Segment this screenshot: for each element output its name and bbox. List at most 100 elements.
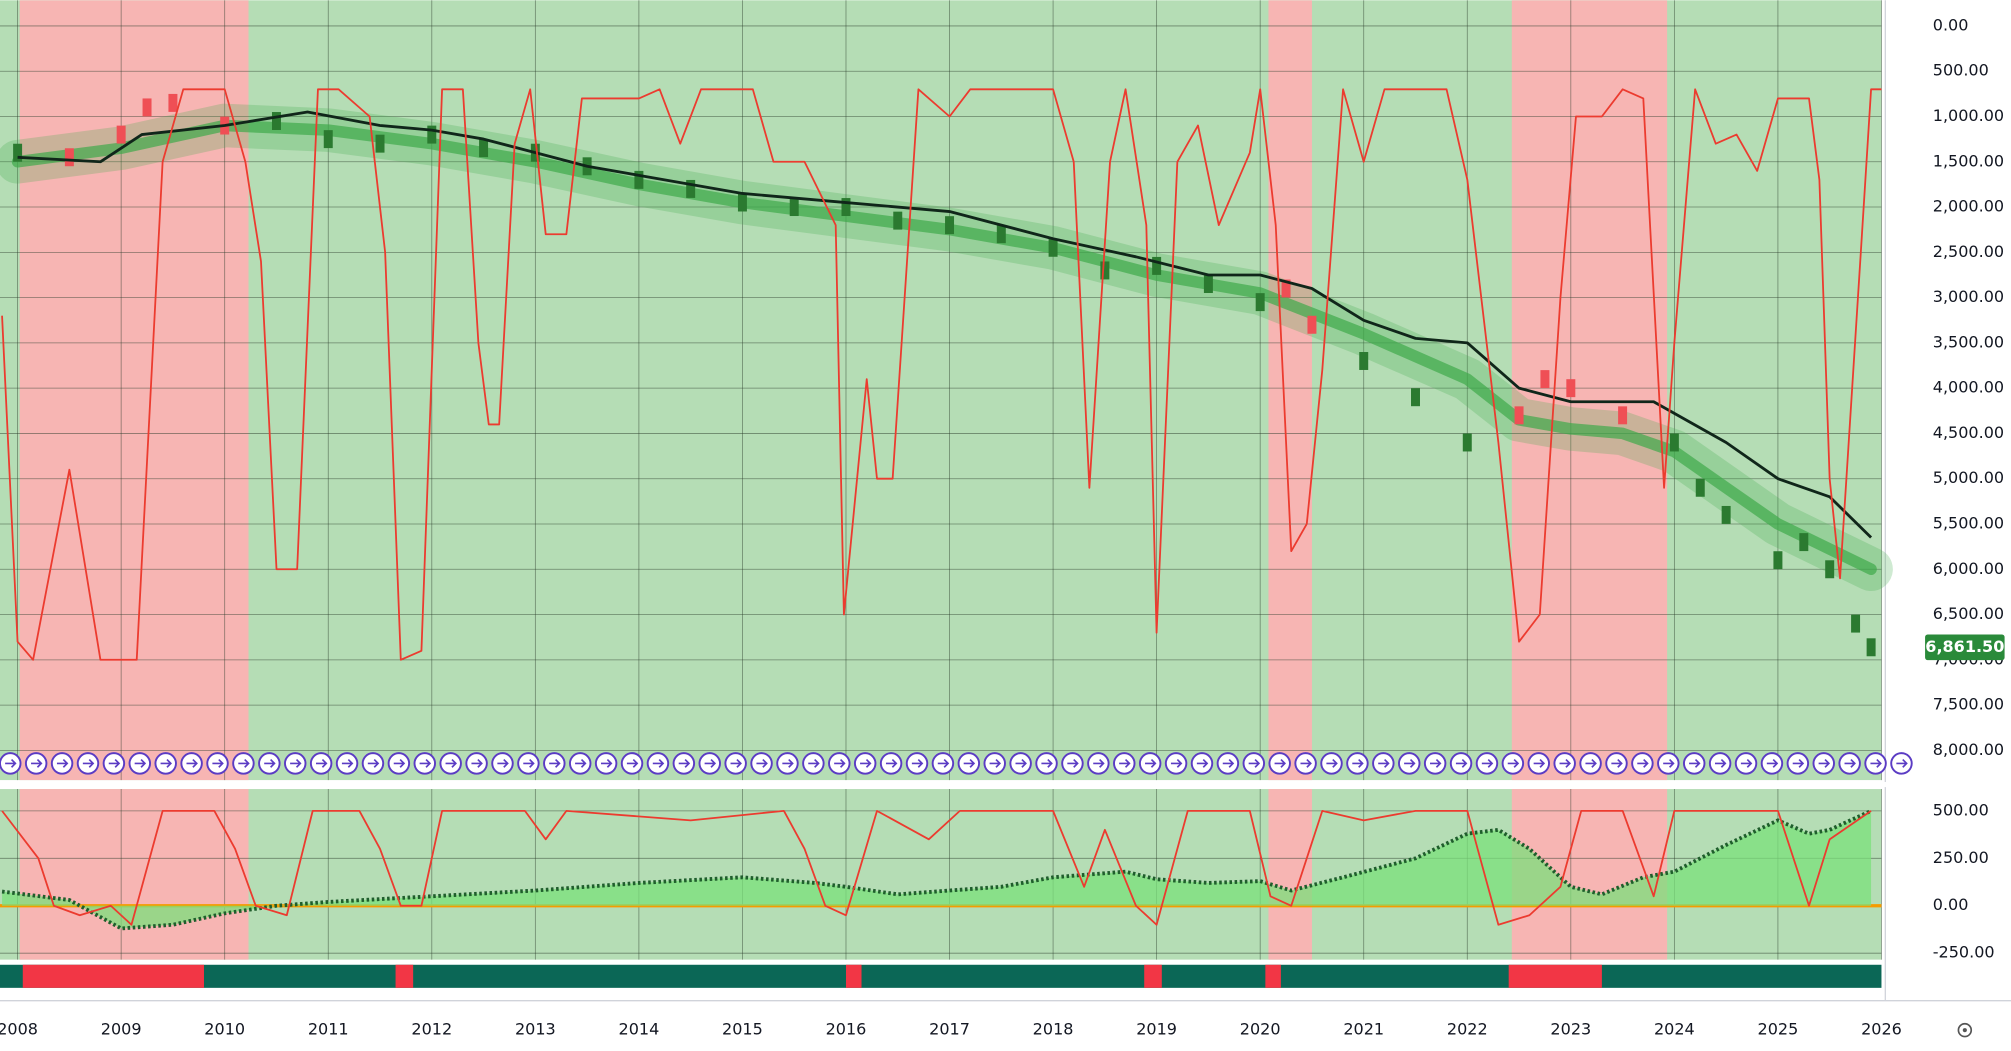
candle — [1411, 388, 1420, 407]
event-arrow — [626, 758, 639, 768]
event-arrow — [756, 758, 768, 768]
y-tick-label: 3,500.00 — [1933, 332, 2004, 351]
event-arrow — [1663, 758, 1675, 768]
event-arrow — [678, 758, 691, 768]
candle — [1281, 279, 1291, 298]
y-tick-label: 6,000.00 — [1933, 559, 2004, 578]
event-arrow — [989, 758, 1002, 768]
shaded-region — [1268, 0, 1312, 781]
event-arrow — [1222, 758, 1235, 768]
candle — [1695, 478, 1705, 497]
signal-strip — [0, 964, 1882, 988]
candle — [116, 125, 126, 144]
candle — [1255, 293, 1265, 312]
event-arrow — [1015, 758, 1027, 768]
event-arrow — [264, 758, 276, 768]
y-tick-label: 0.00 — [1933, 15, 1969, 34]
x-tick-label: 2017 — [929, 1020, 970, 1039]
candle — [1618, 406, 1628, 425]
line — [1, 809, 1872, 926]
event-arrow — [1430, 758, 1442, 768]
event-arrow — [834, 758, 846, 768]
y-tick-label: 1,500.00 — [1933, 151, 2004, 170]
candle — [1825, 560, 1835, 579]
event-arrow — [1067, 758, 1079, 768]
x-tick-label: 2025 — [1758, 1020, 1799, 1039]
event-arrow — [82, 758, 95, 768]
event-arrow — [1119, 758, 1131, 768]
event-arrow — [134, 758, 147, 768]
event-arrow — [1740, 758, 1753, 768]
candle — [13, 143, 23, 162]
x-tick-label: 2020 — [1240, 1020, 1281, 1039]
x-tick-label: 2019 — [1136, 1020, 1177, 1039]
event-arrow — [56, 758, 69, 768]
price-tag — [1925, 634, 2005, 661]
event-arrow — [549, 758, 561, 768]
candle — [893, 211, 903, 230]
signal-period — [1508, 964, 1602, 988]
area — [2, 810, 1872, 929]
event-arrow — [160, 758, 173, 768]
y-tick-label: 5,000.00 — [1933, 468, 2004, 487]
event-arrow — [445, 758, 457, 768]
event-arrow — [238, 758, 250, 768]
signal-period — [1265, 964, 1281, 988]
event-arrow — [1844, 758, 1856, 768]
event-arrow — [1248, 758, 1261, 768]
x-tick-label: 2013 — [515, 1020, 556, 1039]
event-arrow — [367, 758, 380, 768]
event-arrow — [1714, 758, 1727, 768]
shaded-region — [1268, 789, 1312, 960]
event-arrow — [1378, 758, 1390, 768]
candle — [1307, 315, 1317, 334]
x-tick-label: 2026 — [1861, 1020, 1902, 1039]
event-arrow — [523, 758, 535, 768]
y-tick-label: 7,500.00 — [1933, 695, 2004, 714]
x-tick-label: 2014 — [619, 1020, 660, 1039]
candle — [375, 134, 385, 153]
event-arrow — [1300, 758, 1312, 768]
candle — [1721, 505, 1731, 524]
event-arrow — [600, 758, 613, 768]
event-arrow — [1559, 758, 1571, 768]
event-arrow — [1455, 758, 1468, 768]
candle — [168, 93, 178, 112]
candle — [1566, 379, 1576, 398]
x-tick-label: 2012 — [411, 1020, 452, 1039]
price-tag-label: 6,861.50 — [1925, 637, 2004, 656]
y-tick-label: 0.00 — [1933, 895, 1969, 914]
candle — [1203, 275, 1213, 293]
y-tick-label: 4,500.00 — [1933, 423, 2004, 442]
event-arrow — [471, 758, 483, 768]
shaded-region — [19, 789, 249, 960]
event-arrow — [1352, 758, 1364, 768]
event-arrow — [1637, 758, 1649, 768]
event-arrow — [885, 758, 898, 768]
event-arrow — [1274, 758, 1287, 768]
event-arrow — [212, 758, 224, 768]
signal-period — [1144, 964, 1162, 988]
candle — [634, 170, 644, 189]
y-tick-label: 6,500.00 — [1933, 604, 2004, 623]
event-arrow — [1481, 758, 1494, 768]
event-arrow — [1041, 758, 1053, 768]
x-tick-label: 2023 — [1550, 1020, 1591, 1039]
candle — [271, 112, 281, 130]
candle — [945, 216, 955, 235]
y-tick-label: 8,000.00 — [1933, 740, 2004, 759]
event-arrow — [652, 758, 665, 768]
candle — [841, 198, 851, 217]
x-tick-label: 2008 — [0, 1020, 38, 1039]
event-arrow — [1792, 758, 1805, 768]
candle — [1773, 551, 1783, 570]
candle — [1540, 370, 1550, 389]
y-tick-label: 500.00 — [1933, 800, 1989, 819]
event-arrow — [5, 758, 17, 768]
line — [17, 110, 1873, 539]
x-tick-label: 2024 — [1654, 1020, 1695, 1039]
y-tick-label: 2,500.00 — [1933, 242, 2004, 261]
candle — [323, 130, 333, 149]
event-arrow — [497, 758, 509, 768]
event-arrow — [419, 758, 432, 768]
